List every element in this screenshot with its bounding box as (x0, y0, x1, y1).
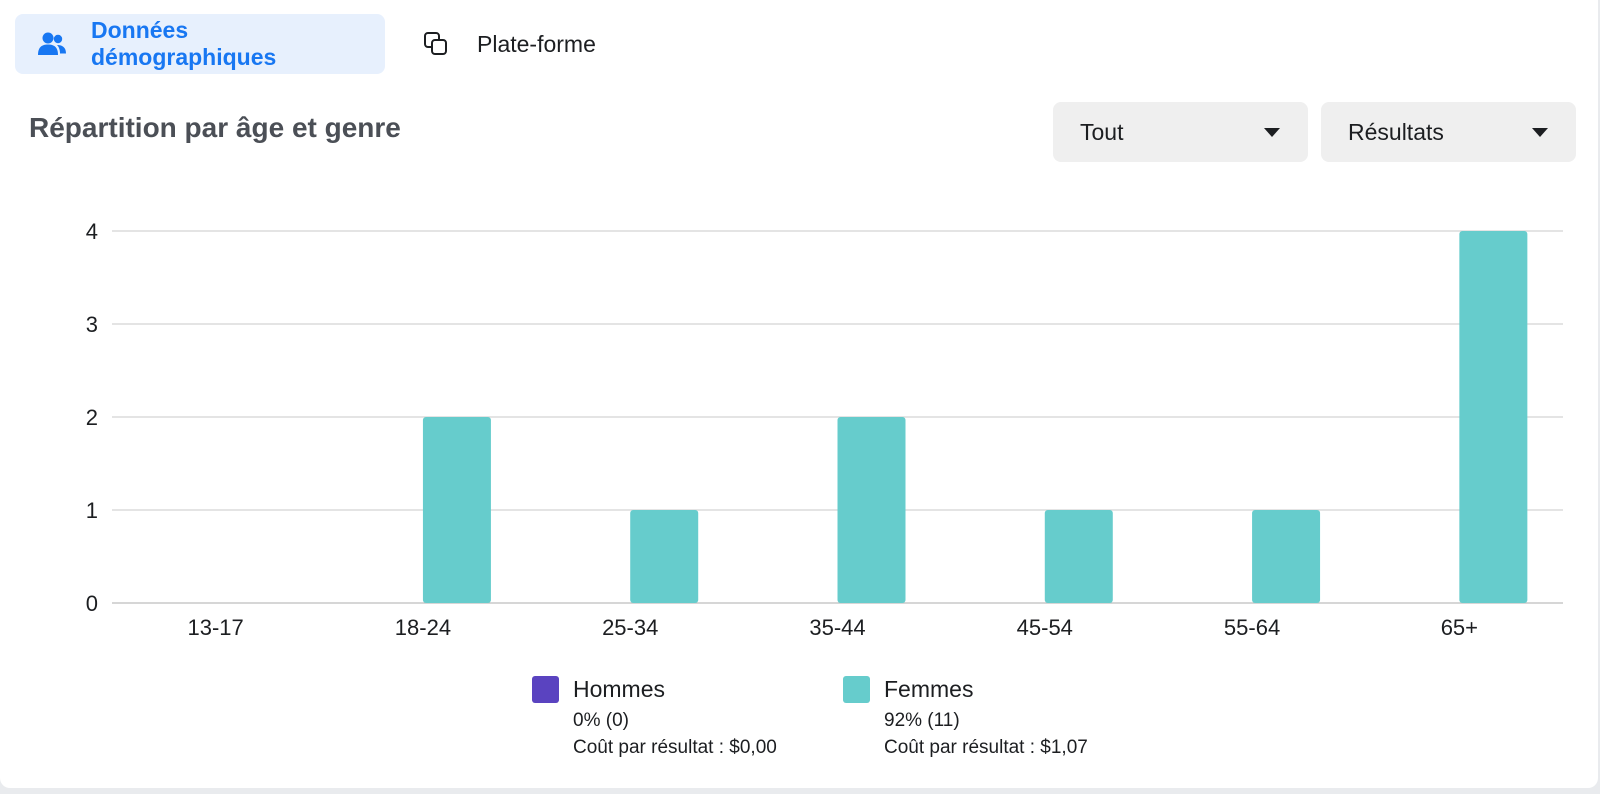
legend-item-men: Hommes 0% (0) Coût par résultat : $0,00 (532, 676, 777, 761)
legend-name-men: Hommes (573, 676, 666, 702)
y-tick-label: 0 (86, 591, 98, 616)
legend-item-women: Femmes 92% (11) Coût par résultat : $1,0… (843, 676, 1088, 761)
x-tick-label: 18-24 (395, 615, 451, 640)
legend-cost-men: Coût par résultat : $0,00 (573, 737, 777, 758)
platform-squares-icon (421, 29, 451, 59)
legend-share-men: 0% (0) (573, 710, 629, 731)
tab-bar: Données démographiques Plate-forme (15, 14, 618, 74)
legend-share-women: 92% (11) (884, 710, 960, 731)
y-tick-label: 1 (86, 498, 98, 523)
metric-dropdown[interactable]: Résultats (1321, 102, 1576, 162)
y-tick-label: 4 (86, 219, 98, 244)
x-tick-label: 45-54 (1017, 615, 1073, 640)
tab-demographics-label: Données démographiques (91, 17, 277, 70)
legend-swatch-women (843, 676, 870, 703)
x-tick-label: 25-34 (602, 615, 658, 640)
tab-platform-label: Plate-forme (477, 30, 596, 57)
audience-dropdown-value: Tout (1080, 118, 1124, 145)
bar-women-65+ (1459, 231, 1528, 603)
x-tick-label: 55-64 (1224, 615, 1280, 640)
y-tick-label: 2 (86, 405, 98, 430)
x-tick-label: 13-17 (188, 615, 244, 640)
bar-women-18-24 (422, 417, 491, 603)
bar-women-25-34 (630, 510, 699, 603)
caret-down-icon (1264, 127, 1280, 137)
audience-dropdown[interactable]: Tout (1053, 102, 1308, 162)
bar-women-35-44 (837, 417, 906, 603)
legend-name-women: Femmes (884, 676, 974, 702)
tab-platform[interactable]: Plate-forme (399, 14, 618, 74)
bar-women-45-54 (1044, 510, 1113, 603)
tab-demographics[interactable]: Données démographiques (15, 14, 385, 74)
y-tick-label: 3 (86, 312, 98, 337)
legend-swatch-men (532, 676, 559, 703)
legend-cost-women: Coût par résultat : $1,07 (884, 737, 1088, 758)
bar-women-55-64 (1252, 510, 1321, 603)
age-gender-bar-chart: 0 1 2 3 4 13-17 18-24 25-34 35-44 45-54 55-64 65+ (86, 219, 1563, 640)
metric-dropdown-value: Résultats (1348, 118, 1444, 145)
section-title: Répartition par âge et genre (29, 112, 401, 143)
people-icon (37, 29, 67, 59)
caret-down-icon (1532, 127, 1548, 137)
x-tick-label: 65+ (1441, 615, 1478, 640)
x-tick-label: 35-44 (809, 615, 865, 640)
